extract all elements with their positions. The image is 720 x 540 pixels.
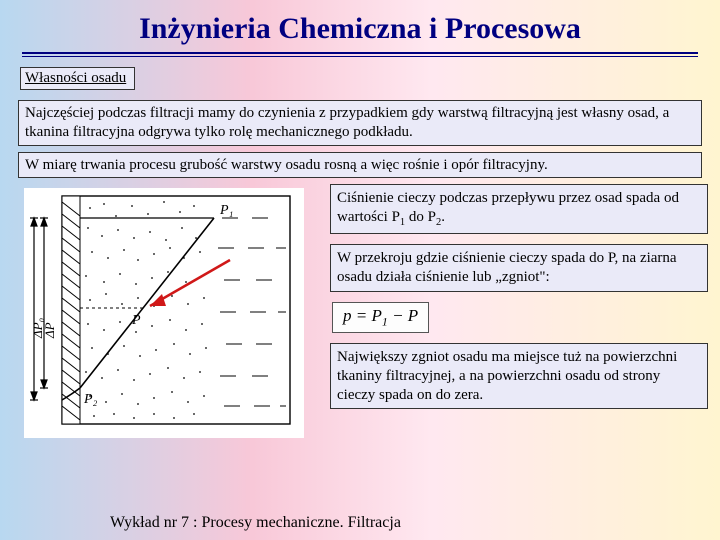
eq-lhs: p = P [343,306,382,325]
text: Ciśnienie cieczy podczas przepływu przez… [337,190,679,225]
text2: do P [405,209,436,225]
pressure-drop-box: Ciśnienie cieczy podczas przepływu przez… [330,184,708,234]
filtration-diagram: P₁ P₂ P ΔP ΔP₀ [24,188,304,438]
side-column: Ciśnienie cieczy podczas przepływu przez… [330,184,708,419]
text3: . [441,209,445,225]
title-rule-thin [22,56,698,57]
max-zgniot-box: Największy zgniot osadu ma miejsce tuż n… [330,343,708,409]
svg-text:P: P [131,313,141,328]
intro-box-1: Najczęściej podczas filtracji mamy do cz… [18,100,702,146]
svg-text:P₁: P₁ [219,203,233,218]
svg-text:ΔP₀: ΔP₀ [30,318,45,339]
footer-text: Wykład nr 7 : Procesy mechaniczne. Filtr… [110,514,401,532]
intro-box-2: W miarę trwania procesu grubość warstwy … [18,152,702,179]
zgniot-def-box: W przekroju gdzie ciśnienie cieczy spada… [330,244,708,292]
svg-text:P₂: P₂ [83,392,98,407]
page-title: Inżynieria Chemiczna i Procesowa [0,0,720,52]
equation-box: p = P1 − P [332,302,429,333]
title-rule-thick [22,52,698,54]
section-label: Własności osadu [20,67,135,90]
eq-rhs: − P [388,306,418,325]
